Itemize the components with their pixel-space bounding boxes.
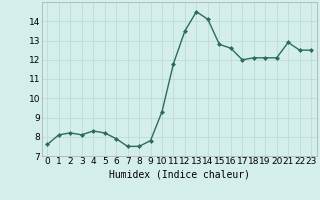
- X-axis label: Humidex (Indice chaleur): Humidex (Indice chaleur): [109, 169, 250, 179]
